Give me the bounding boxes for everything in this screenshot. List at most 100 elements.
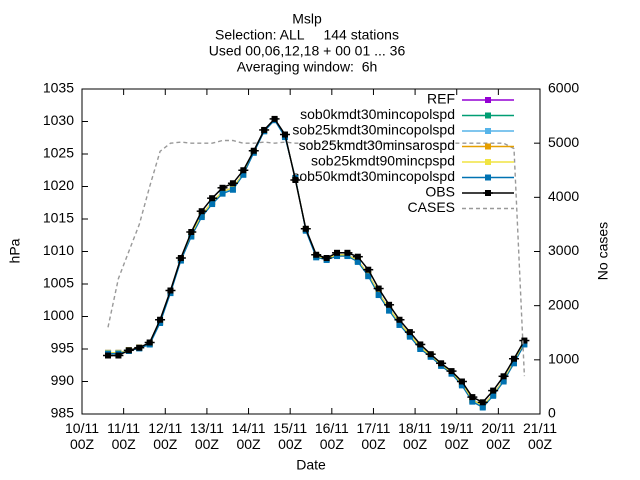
legend-marker: [485, 174, 491, 181]
data-point: [332, 249, 343, 256]
data-point: [479, 404, 486, 411]
data-point: [259, 126, 270, 133]
legend-label: sob25kmdt90mincpspd: [311, 153, 455, 169]
data-point: [229, 186, 236, 193]
data-point: [103, 352, 114, 359]
data-point: [386, 307, 393, 314]
data-point: [269, 115, 280, 122]
data-point: [394, 316, 405, 323]
data-point: [456, 378, 467, 385]
data-point: [196, 208, 207, 215]
data-point: [342, 249, 353, 256]
y2-tick-label: 6000: [548, 80, 579, 96]
chart-subtitle: Selection: ALL 144 stations: [215, 27, 399, 43]
y2-tick-label: 0: [548, 405, 556, 421]
x-axis-label: Date: [296, 457, 326, 473]
data-point: [198, 214, 205, 221]
y2-axis-label: No cases: [595, 222, 611, 280]
legend-label: OBS: [425, 184, 455, 200]
chart-subtitle: Used 00,06,12,18 + 00 01 ... 36: [209, 43, 406, 59]
data-point: [123, 347, 134, 354]
data-point: [334, 253, 341, 260]
y-tick-label: 990: [51, 372, 75, 388]
x-tick-label: 14/11 00Z: [231, 420, 266, 452]
data-point: [508, 355, 519, 362]
y-tick-label: 1005: [43, 275, 74, 291]
data-point: [188, 233, 195, 240]
data-point: [415, 341, 426, 348]
legend-label: CASES: [408, 199, 455, 215]
data-point: [290, 177, 301, 183]
chart-title: Mslp: [292, 11, 322, 27]
data-point: [344, 253, 351, 260]
data-point: [144, 339, 155, 346]
x-tick-label: 20/11 00Z: [481, 420, 516, 452]
data-point: [219, 190, 226, 197]
legend-marker: [483, 190, 493, 196]
data-point: [365, 273, 372, 280]
data-point: [248, 147, 259, 154]
y-tick-label: 1015: [43, 210, 74, 226]
x-tick-label: 13/11 00Z: [189, 420, 224, 452]
x-tick-label: 12/11 00Z: [148, 420, 183, 452]
data-point: [521, 341, 528, 348]
data-point: [498, 373, 509, 380]
x-tick-label: 17/11 00Z: [356, 420, 391, 452]
y-tick-label: 1020: [43, 177, 74, 193]
y-tick-label: 1030: [43, 112, 74, 128]
y-tick-label: 1010: [43, 242, 74, 258]
y2-tick-label: 5000: [548, 134, 579, 150]
data-point: [279, 131, 290, 138]
data-point: [425, 351, 436, 358]
legend-marker: [485, 97, 491, 103]
data-point: [488, 387, 499, 394]
y-axis-label: hPa: [7, 238, 23, 263]
x-tick-label: 11/11 00Z: [107, 420, 141, 452]
chart-subtitle: Averaging window: 6h: [237, 59, 378, 75]
data-point: [436, 360, 447, 367]
data-point: [165, 287, 176, 294]
data-point: [446, 368, 457, 375]
data-point: [458, 382, 465, 389]
legend-marker: [485, 112, 491, 119]
data-point: [321, 255, 332, 261]
data-point: [155, 316, 166, 323]
data-point: [373, 285, 384, 292]
data-point: [311, 251, 322, 258]
data-point: [240, 171, 247, 178]
data-point: [354, 258, 361, 265]
data-point: [300, 225, 311, 232]
data-point: [490, 392, 497, 399]
x-tick-label: 21/11 00Z: [523, 420, 557, 452]
y-tick-label: 1000: [43, 307, 74, 323]
data-point: [207, 195, 218, 202]
x-tick-label: 10/11 00Z: [65, 420, 99, 452]
x-tick-label: 16/11 00Z: [314, 420, 349, 452]
x-tick-label: 19/11 00Z: [439, 420, 474, 452]
data-point: [217, 184, 228, 191]
data-point: [186, 229, 197, 235]
legend-marker: [485, 159, 491, 165]
legend-label: sob50kmdt30mincopolspd: [292, 168, 455, 184]
data-point: [467, 394, 478, 401]
y2-tick-label: 3000: [548, 242, 579, 258]
y-tick-label: 1025: [43, 145, 74, 161]
data-point: [175, 255, 186, 261]
data-point: [406, 333, 413, 340]
data-point: [134, 344, 145, 351]
y-tick-label: 995: [51, 340, 75, 356]
legend-label: sob25kmdt30mincopolspd: [292, 122, 455, 138]
y-tick-label: 1035: [43, 80, 74, 96]
y2-tick-label: 1000: [548, 351, 579, 367]
data-point: [209, 201, 216, 208]
data-point: [404, 329, 415, 336]
x-tick-label: 18/11 00Z: [398, 420, 433, 452]
data-point: [477, 399, 488, 406]
legend-label: REF: [427, 91, 455, 107]
data-point: [238, 167, 249, 174]
data-point: [469, 398, 476, 405]
data-point: [352, 253, 363, 260]
data-point: [113, 352, 124, 359]
